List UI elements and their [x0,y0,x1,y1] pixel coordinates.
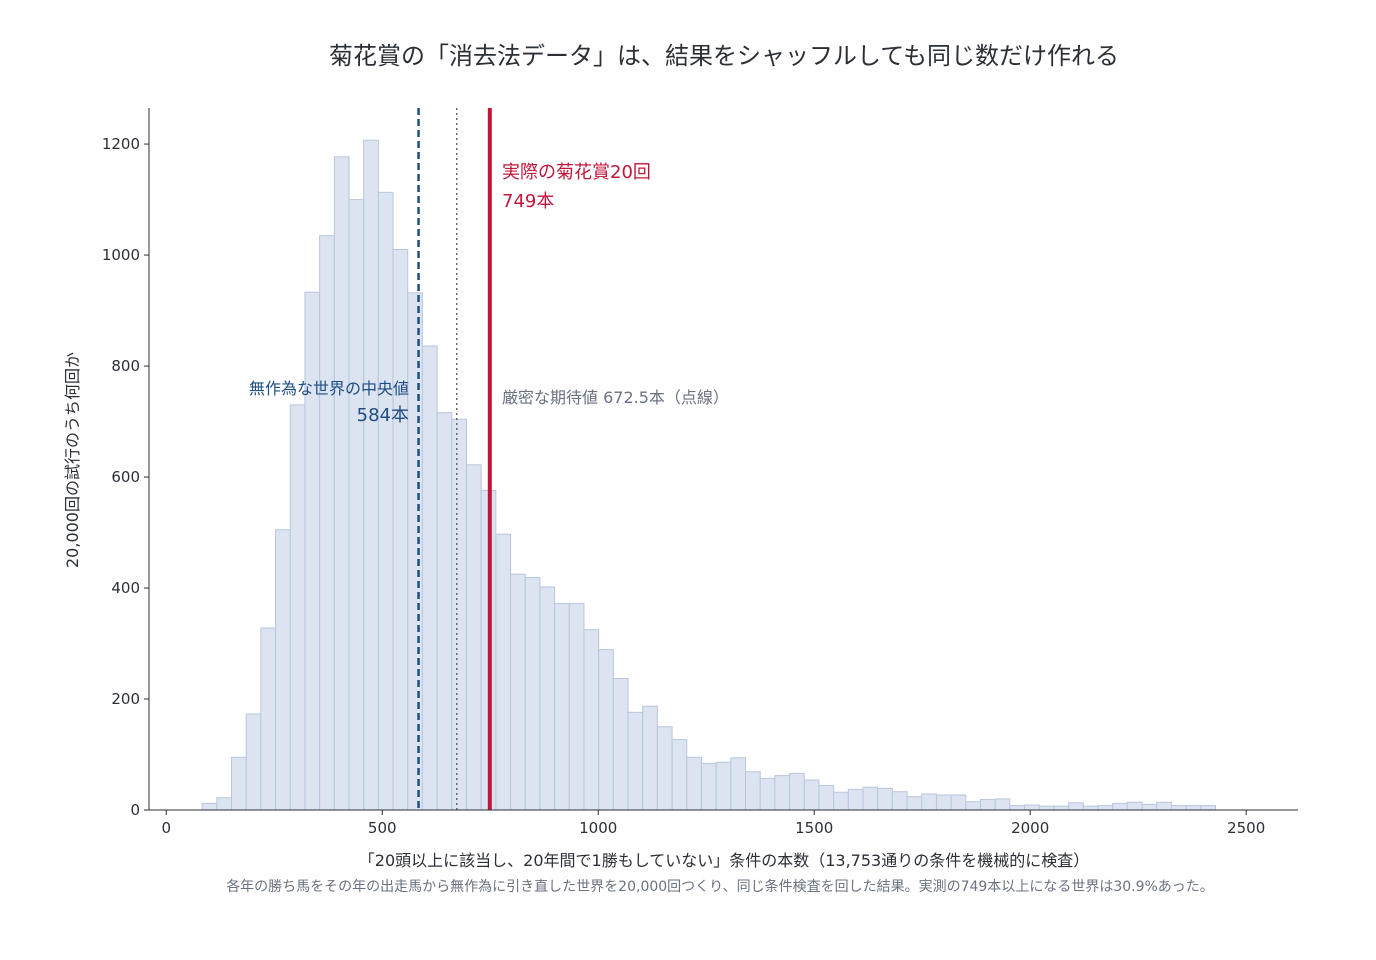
histogram-bar [216,797,233,811]
median-label-line1: 無作為な世界の中央値 [249,379,409,398]
histogram-bar [847,788,864,811]
histogram-bar [598,649,614,811]
y-tick-label: 200 [111,690,140,708]
histogram-bar [891,791,908,811]
y-tick-label: 800 [111,357,140,375]
histogram-bar [348,199,365,811]
histogram-bar [1170,805,1187,811]
x-axis-ticks: 0 500 1000 1500 2000 2500 [162,810,1265,837]
histogram-bar [421,345,438,811]
histogram-bar [1141,803,1158,811]
histogram-bar [965,801,982,811]
chart-title: 菊花賞の「消去法データ」は、結果をシャッフルしても同じ数だけ作れる [329,42,1119,70]
actual-label-line1: 実際の菊花賞20回 [502,162,651,183]
y-axis-label: 20,000回の試行のうち何回か [63,352,82,568]
y-tick-label: 1000 [102,246,140,264]
histogram-bar [304,291,321,811]
histogram-bar [392,249,409,811]
actual-label-line2: 749本 [502,191,554,212]
histogram-bar [1185,805,1202,811]
histogram-bar [583,629,600,811]
x-tick-label: 1500 [795,819,833,837]
histogram-bar [245,713,262,811]
x-axis-label: 「20頭以上に該当し、20年間で1勝もしていない」条件の本数（13,753通りの… [359,851,1089,870]
y-tick-label: 600 [111,468,140,486]
histogram-bar [686,756,702,811]
expected-label: 厳密な期待値 672.5本（点線） [502,388,729,407]
histogram-bar [201,802,218,811]
histogram-bar [730,757,747,811]
histogram-bar [510,573,526,811]
x-tick-label: 2000 [1011,819,1049,837]
histogram-bar [906,796,923,811]
histogram-bar [1156,801,1172,811]
histogram-bar [1038,805,1055,811]
histogram-bar [377,191,394,811]
histogram-bar [451,418,467,811]
histogram-bar [862,786,879,811]
histogram-bar [539,586,556,811]
median-label-line2: 584本 [357,405,409,426]
histogram-bar [818,785,835,811]
histogram-bar [833,791,849,811]
histogram-bar [495,533,512,811]
histogram-bar [260,627,277,811]
histogram-bar [289,404,306,811]
axes [148,108,1298,811]
histogram-bar [363,139,379,811]
histogram-bar [1068,802,1084,811]
histogram-bar [671,739,688,811]
histogram-bar [774,775,791,811]
histogram-bar [789,772,805,811]
histogram-bar [980,798,996,811]
histogram-bar [554,603,570,811]
histogram-bar [1024,804,1040,811]
histogram-bar [627,711,644,811]
histogram-bar [700,762,717,811]
histogram-bar [319,235,335,811]
histogram-bar [935,794,952,811]
histogram-bar [994,798,1011,811]
histogram-bar [465,464,482,811]
histogram-bar [803,779,820,811]
x-tick-label: 0 [162,819,172,837]
chart-caption: 各年の勝ち馬をその年の出走馬から無作為に引き直した世界を20,000回つくり、同… [226,878,1214,895]
histogram-bar [877,787,893,811]
histogram-bar [1200,805,1216,811]
histogram-bar [656,726,673,811]
histogram-bar [642,705,658,811]
histogram-bar [1009,805,1026,811]
histogram-bar [950,794,967,811]
histogram-bar [715,761,732,811]
histogram-bar [612,677,629,811]
reference-lines [417,108,492,810]
histogram-bar [1082,805,1099,811]
y-tick-label: 400 [111,579,140,597]
x-tick-label: 500 [368,819,397,837]
histogram-bar [745,771,761,811]
x-tick-label: 2500 [1227,819,1265,837]
histogram-bar [231,756,247,811]
histogram-bar [407,292,423,811]
histogram-bar [1097,805,1114,811]
histogram-bars [201,139,1216,811]
y-tick-label: 1200 [102,135,140,153]
histogram-bar [759,777,776,811]
histogram-bar [1126,801,1143,811]
histogram-bar [275,529,291,811]
histogram-bar [436,412,453,811]
y-axis-ticks: 0 200 400 600 800 1000 1200 [102,135,149,819]
x-tick-label: 1000 [579,819,617,837]
histogram-bar [1112,802,1128,811]
histogram-bar [921,793,937,811]
histogram-bar [524,576,541,811]
histogram-bar [568,603,585,811]
y-tick-label: 0 [130,801,140,819]
histogram-bar [333,156,350,811]
histogram-bar [1053,805,1070,811]
